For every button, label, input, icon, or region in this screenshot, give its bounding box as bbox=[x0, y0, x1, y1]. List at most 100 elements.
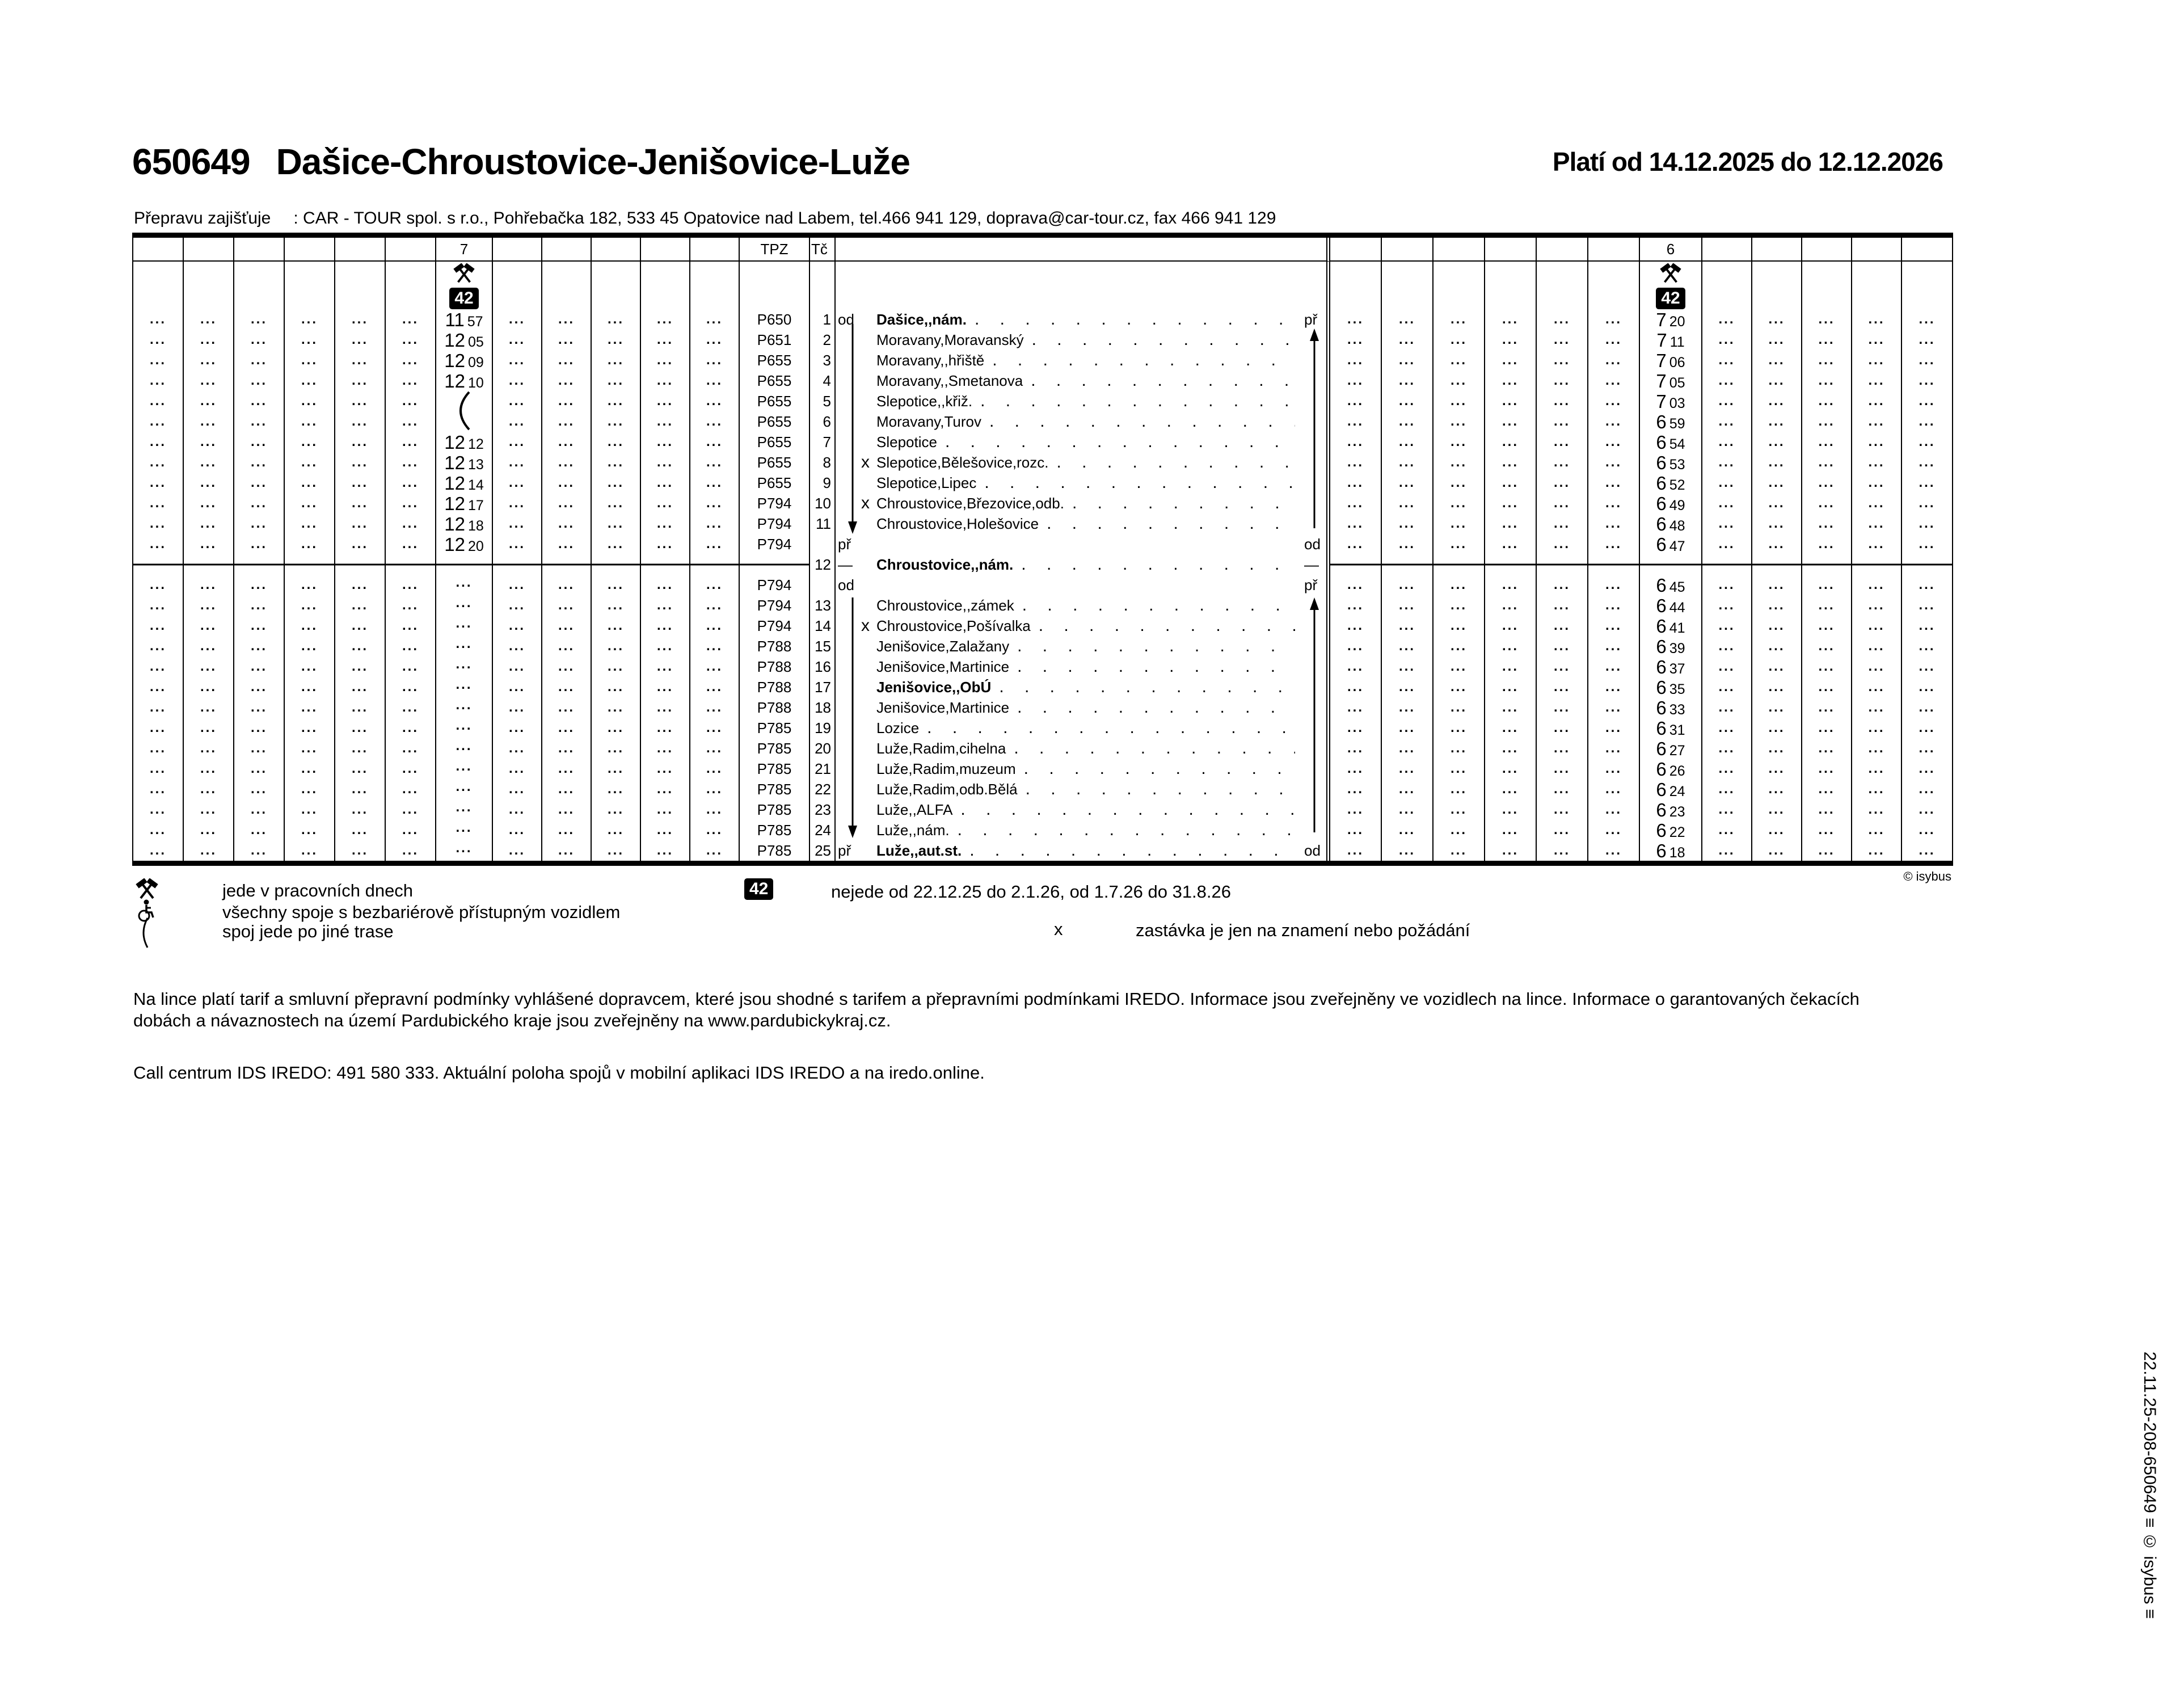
filler-cell: ... bbox=[285, 309, 335, 330]
tpz-cell: P794 bbox=[740, 595, 810, 616]
time-cell: ... bbox=[436, 677, 493, 697]
filler-cell: ... bbox=[184, 799, 234, 820]
boarding-label-left bbox=[836, 636, 876, 656]
filler-cell: ... bbox=[234, 595, 285, 616]
filler-cell: ... bbox=[1588, 534, 1640, 554]
trip-symbols-cell bbox=[1702, 262, 1752, 309]
note-badge: 42 bbox=[449, 288, 479, 309]
legend-item-workdays: jede v pracovních dnech bbox=[222, 881, 414, 900]
trip-symbols-cell: 42 bbox=[1640, 262, 1702, 309]
filler-cell: ... bbox=[641, 473, 690, 493]
boarding-label-left bbox=[836, 473, 876, 493]
tpz-cell: P794 bbox=[740, 534, 810, 554]
filler-cell: ... bbox=[234, 779, 285, 799]
filler-cell: ... bbox=[592, 452, 641, 473]
filler-cell: ... bbox=[234, 432, 285, 452]
boarding-label-left: od bbox=[838, 310, 854, 328]
filler-cell: ... bbox=[493, 718, 542, 738]
filler-cell: ... bbox=[1330, 697, 1382, 718]
filler-cell: ... bbox=[641, 411, 690, 432]
filler-cell: ... bbox=[1382, 616, 1433, 636]
column-header bbox=[493, 238, 542, 262]
filler-cell: ... bbox=[1330, 718, 1382, 738]
filler-cell: ... bbox=[1330, 350, 1382, 371]
filler-cell: ... bbox=[1433, 513, 1485, 534]
filler-cell: ... bbox=[592, 595, 641, 616]
filler-cell: ... bbox=[641, 575, 690, 595]
filler-cell: ... bbox=[184, 759, 234, 779]
filler-cell: ... bbox=[386, 656, 436, 677]
filler-cell: ... bbox=[1433, 738, 1485, 759]
column-header bbox=[133, 238, 184, 262]
filler-cell: ... bbox=[184, 840, 234, 861]
filler-cell: ... bbox=[1330, 820, 1382, 840]
filler-cell: ... bbox=[184, 738, 234, 759]
filler-cell: ... bbox=[1382, 330, 1433, 350]
stop-name: Jenišovice,Martinice bbox=[876, 658, 1010, 675]
filler-cell: ... bbox=[1752, 411, 1802, 432]
alt-route-icon bbox=[142, 917, 149, 948]
column-header bbox=[641, 238, 690, 262]
time-cell: ... bbox=[436, 779, 493, 799]
filler-cell: ... bbox=[1330, 473, 1382, 493]
filler-cell: ... bbox=[1752, 595, 1802, 616]
filler-cell: ... bbox=[285, 330, 335, 350]
filler-cell: ... bbox=[1485, 330, 1537, 350]
stop-name: Dašice,,nám. bbox=[876, 310, 967, 328]
filler-cell: ... bbox=[1588, 411, 1640, 432]
trip-symbols-cell bbox=[1433, 262, 1485, 309]
filler-cell: ... bbox=[1537, 330, 1588, 350]
filler-cell: ... bbox=[234, 799, 285, 820]
trip-symbols-cell bbox=[1330, 262, 1382, 309]
boarding-label-right bbox=[1302, 759, 1330, 779]
time-cell: ... bbox=[436, 575, 493, 595]
filler-cell: ... bbox=[1330, 309, 1382, 330]
filler-cell: ... bbox=[1752, 656, 1802, 677]
time-cell: ... bbox=[436, 616, 493, 636]
stop-name: Slepotice bbox=[876, 433, 937, 451]
time-cell bbox=[436, 554, 493, 575]
filler-cell: ... bbox=[1485, 534, 1537, 554]
filler-cell: ... bbox=[1382, 473, 1433, 493]
filler-cell: ... bbox=[1752, 350, 1802, 371]
page-header: 650649 Dašice-Chroustovice-Jenišovice-Luž… bbox=[132, 141, 1943, 183]
filler-cell: ... bbox=[234, 371, 285, 391]
column-header bbox=[1802, 238, 1852, 262]
stop-name-cell: Jenišovice,Martinice . . . . . . . . . . … bbox=[876, 697, 1302, 718]
filler-cell: ... bbox=[1919, 373, 1936, 388]
filler-cell bbox=[234, 554, 285, 575]
filler-cell: ... bbox=[1802, 738, 1852, 759]
tc-cell: 23 bbox=[810, 799, 836, 820]
filler-cell: ... bbox=[1382, 738, 1433, 759]
filler-cell: ... bbox=[1588, 616, 1640, 636]
filler-cell: ... bbox=[1485, 759, 1537, 779]
filler-cell: ... bbox=[184, 779, 234, 799]
tc-cell: 8 bbox=[810, 452, 836, 473]
filler-cell: ... bbox=[1588, 718, 1640, 738]
filler-cell: ... bbox=[592, 411, 641, 432]
filler-cell: ... bbox=[1702, 697, 1752, 718]
filler-cell bbox=[1382, 554, 1433, 575]
filler-cell: ... bbox=[1330, 677, 1382, 697]
filler-cell: ... bbox=[542, 656, 592, 677]
filler-cell: ... bbox=[493, 452, 542, 473]
stop-name: Luže,Radim,muzeum bbox=[876, 760, 1016, 777]
tc-cell bbox=[810, 575, 836, 595]
boarding-label-left bbox=[836, 616, 876, 636]
dot-leader: . . . . . . . . . . . . . . . . . . . . … bbox=[1017, 698, 1295, 717]
filler-cell: ... bbox=[641, 779, 690, 799]
filler-cell: ... bbox=[1485, 350, 1537, 371]
stop-name: Moravany,Turov bbox=[876, 412, 981, 430]
tpz-cell: P655 bbox=[740, 391, 810, 411]
dot-leader: . . . . . . . . . . . . . . . . . . . . … bbox=[999, 677, 1295, 696]
filler-cell: ... bbox=[592, 677, 641, 697]
filler-cell: ... bbox=[1802, 534, 1852, 554]
tc-cell: 13 bbox=[810, 595, 836, 616]
time-cell: 7 05 bbox=[1640, 371, 1702, 392]
filler-cell: ... bbox=[1802, 820, 1852, 840]
filler-cell: ... bbox=[1802, 391, 1852, 411]
stop-name-cell: Slepotice,,křiž. . . . . . . . . . . . . … bbox=[876, 391, 1302, 411]
filler-cell: ... bbox=[1752, 309, 1802, 330]
filler-cell bbox=[1330, 554, 1382, 575]
note-badge: 42 bbox=[744, 878, 774, 900]
